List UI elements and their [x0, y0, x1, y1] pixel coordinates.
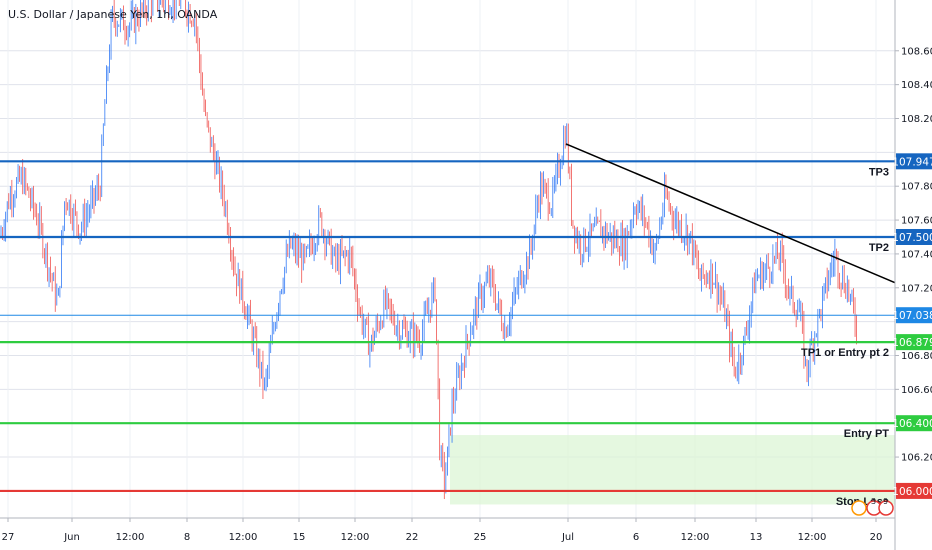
level-price-label: 106.879 — [892, 337, 932, 349]
level-name: TP2 — [869, 242, 889, 254]
time-tick-label: 6 — [633, 532, 639, 543]
level-name: TP3 — [869, 166, 889, 178]
event-badge-count: 9 — [883, 497, 888, 506]
time-tick-label: Jul — [561, 532, 574, 543]
level-price-label: 106.000 — [892, 486, 932, 498]
time-tick-label: 20 — [870, 532, 883, 543]
event-badge-count: 3 — [871, 497, 876, 506]
time-tick-label: 12:00 — [341, 532, 370, 543]
level-price-label: 107.500 — [892, 232, 932, 244]
time-tick-label: 12:00 — [116, 532, 145, 543]
level-price-label: 107.038 — [892, 310, 932, 322]
level-name: Entry PT — [844, 428, 890, 440]
price-tick-label: 108.600 — [901, 46, 932, 57]
target-zone — [450, 435, 895, 504]
time-tick-label: 15 — [293, 532, 306, 543]
chart-title: U.S. Dollar / Japanese Yen, 1h, OANDA — [8, 8, 218, 21]
level-price-label: 106.400 — [892, 418, 932, 430]
level-price-label: 107.947 — [892, 156, 932, 168]
event-badge[interactable] — [852, 501, 866, 515]
price-tick-label: 107.200 — [901, 283, 932, 294]
time-tick-label: 13 — [750, 532, 763, 543]
price-tick-label: 108.200 — [901, 114, 932, 125]
time-tick-label: 27 — [2, 532, 15, 543]
time-tick-label: 12:00 — [229, 532, 258, 543]
price-tick-label: 106.800 — [901, 351, 932, 362]
price-tick-label: 107.400 — [901, 249, 932, 260]
time-tick-label: 12:00 — [681, 532, 710, 543]
price-tick-label: 107.600 — [901, 216, 932, 227]
price-tick-label: 107.800 — [901, 182, 932, 193]
price-tick-label: 108.400 — [901, 80, 932, 91]
price-tick-label: 106.600 — [901, 385, 932, 396]
time-tick-label: 8 — [184, 532, 190, 543]
time-tick-label: 22 — [406, 532, 419, 543]
time-tick-label: 25 — [474, 532, 487, 543]
level-name: TP1 or Entry pt 2 — [801, 347, 889, 359]
price-tick-label: 106.200 — [901, 453, 932, 464]
price-axis[interactable]: 108.600 108.400 108.200 107.800 107.600 107.4… — [892, 0, 932, 550]
time-tick-label: 12:00 — [798, 532, 827, 543]
target-zone-layer — [450, 435, 895, 504]
time-tick-label: Jun — [63, 532, 80, 543]
